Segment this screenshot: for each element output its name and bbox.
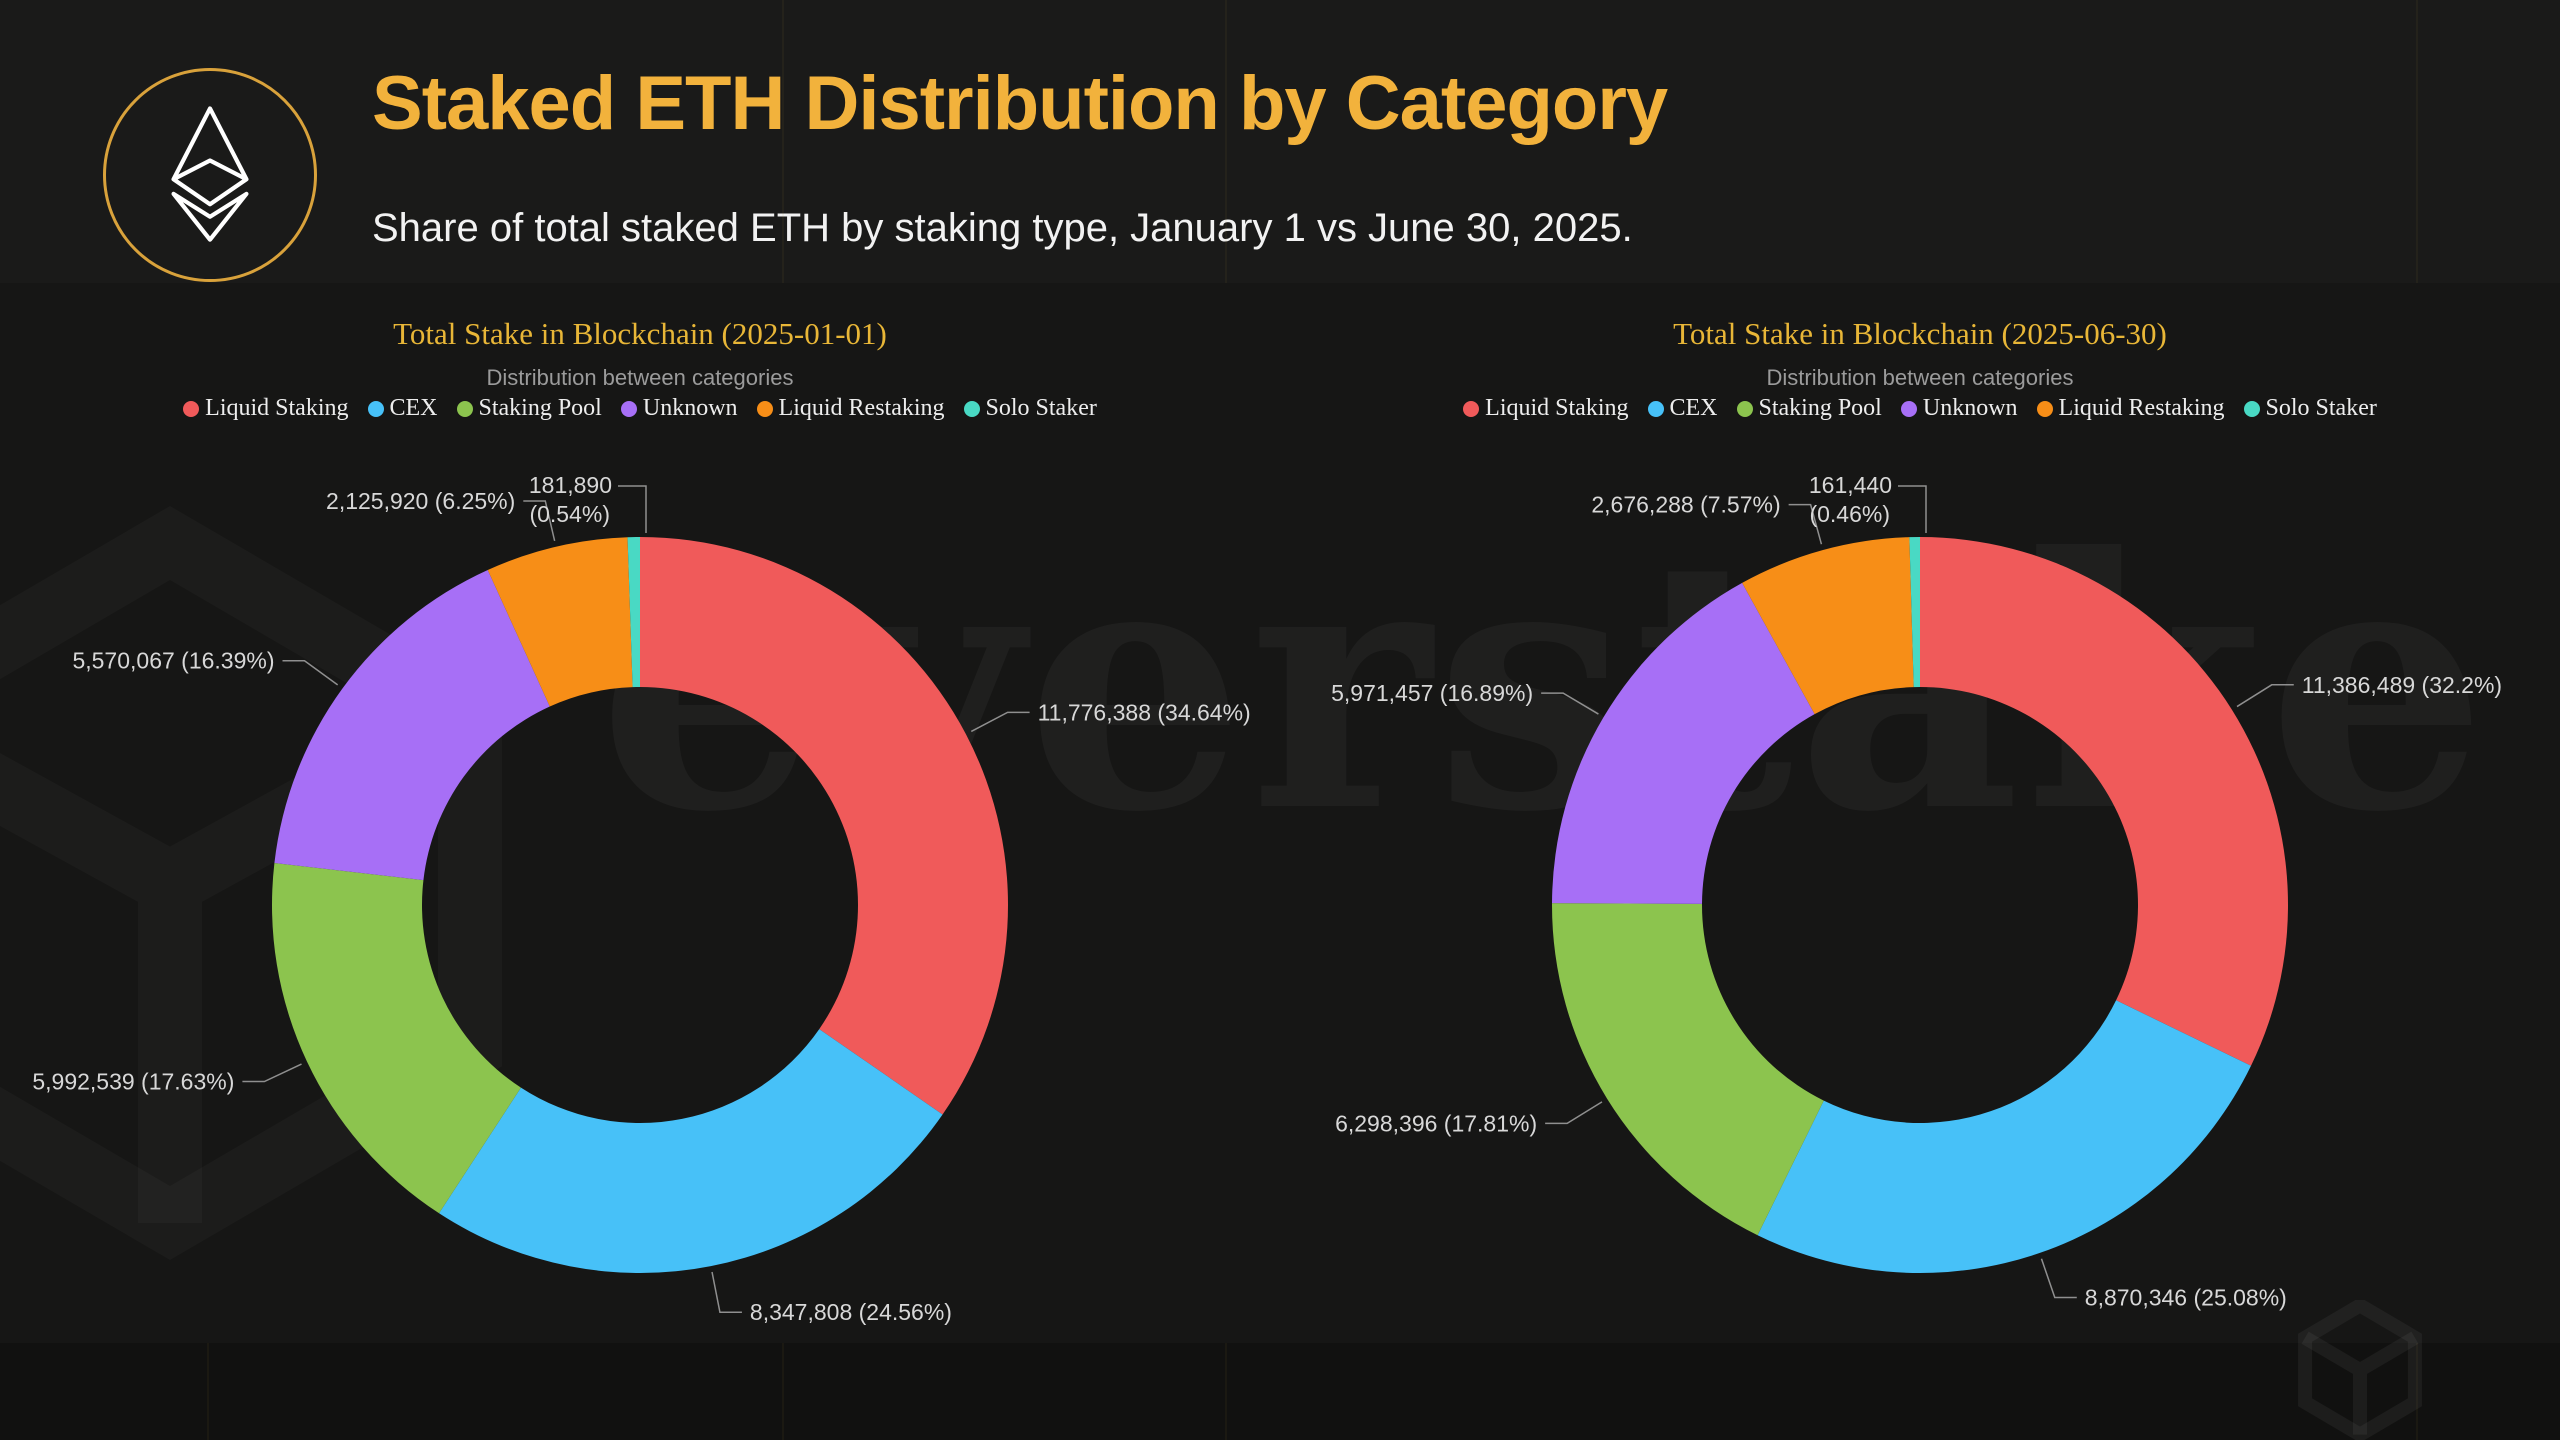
slice-label: 2,676,288 (7.57%) (1591, 492, 1780, 518)
legend-item-staking-pool[interactable]: Staking Pool (456, 395, 602, 422)
pie-slice-liquid-restaking[interactable] (487, 537, 633, 707)
leader-line (1788, 503, 1823, 545)
legend-item-solo-staker[interactable]: Solo Staker (963, 395, 1097, 422)
legend-swatch (1647, 400, 1664, 417)
legend-swatch (367, 400, 384, 417)
legend-item-unknown[interactable]: Unknown (1900, 395, 2018, 422)
leader-line (523, 500, 556, 542)
pie-slice-cex[interactable] (439, 1029, 943, 1273)
slice-label: 5,570,067 (16.39%) (72, 648, 274, 674)
chart-title: Total Stake in Blockchain (2025-06-30) (1673, 316, 2167, 351)
chart-title: Total Stake in Blockchain (2025-01-01) (393, 316, 887, 351)
chart-legend: Liquid Staking CEX Staking Pool Unknown Liqu… (0, 395, 1280, 422)
slice-label: 161,440 (1809, 472, 1892, 498)
legend-label: Liquid Staking (205, 395, 349, 421)
pie-slice-liquid-staking[interactable] (640, 537, 1009, 1115)
leader-line (1541, 692, 1599, 715)
legend-label: Liquid Staking (1485, 395, 1629, 421)
pie-slice-unknown[interactable] (274, 569, 550, 881)
leader-line (970, 711, 1030, 733)
legend-label: Staking Pool (1758, 395, 1882, 421)
leader-line (1545, 1101, 1603, 1125)
legend-label: Solo Staker (985, 395, 1097, 421)
legend-item-staking-pool[interactable]: Staking Pool (1736, 395, 1882, 422)
legend-item-unknown[interactable]: Unknown (620, 395, 738, 422)
pie-slice-staking-pool[interactable] (1552, 903, 1824, 1236)
slice-label: 6,298,396 (17.81%) (1335, 1110, 1537, 1136)
pie-slice-cex[interactable] (1757, 1000, 2252, 1273)
charts-row: everstake Total Stake in Blockchain (202… (0, 283, 2560, 1343)
header: Staked ETH Distribution by Category Shar… (0, 0, 2560, 283)
legend-item-liquid-restaking[interactable]: Liquid Restaking (2036, 395, 2225, 422)
grid-line (207, 1343, 209, 1440)
ethereum-icon (155, 98, 265, 253)
legend-swatch (183, 400, 200, 417)
legend-swatch (1736, 400, 1753, 417)
pie-slice-unknown[interactable] (1552, 582, 1815, 904)
pie-slice-solo-staker[interactable] (1909, 537, 1920, 688)
legend-label: Liquid Restaking (778, 395, 945, 421)
chart-subtitle: Distribution between categories (486, 365, 794, 390)
legend-label: CEX (389, 395, 438, 421)
pie-slice-solo-staker[interactable] (627, 537, 640, 688)
slice-label: (0.46%) (1809, 501, 1890, 527)
slice-label: 11,776,388 (34.64%) (1038, 699, 1251, 725)
slice-label: (0.54%) (529, 501, 610, 527)
leader-line (2040, 1258, 2077, 1299)
page-subtitle: Share of total staked ETH by staking typ… (372, 206, 1633, 250)
slice-label: 181,890 (529, 472, 612, 498)
page-title: Staked ETH Distribution by Category (372, 61, 1668, 146)
chart-subtitle: Distribution between categories (1766, 365, 2074, 390)
slice-label: 5,992,539 (17.63%) (32, 1069, 234, 1095)
legend-label: Solo Staker (2265, 395, 2377, 421)
pie-slice-staking-pool[interactable] (271, 862, 521, 1214)
legend-label: Unknown (642, 395, 738, 421)
legend-swatch (963, 400, 980, 417)
leader-line (282, 659, 339, 686)
slice-label: 5,971,457 (16.89%) (1331, 680, 1533, 706)
chart-panel-right: Total Stake in Blockchain (2025-06-30) D… (1280, 283, 2560, 1343)
slice-label: 8,347,808 (24.56%) (750, 1299, 952, 1325)
slice-label: 11,386,489 (32.2%) (2302, 672, 2502, 698)
leader-line (1898, 485, 1927, 533)
legend-item-cex[interactable]: CEX (1647, 395, 1718, 422)
leader-line (2236, 684, 2294, 708)
leader-line (711, 1271, 742, 1313)
legend-item-solo-staker[interactable]: Solo Staker (2243, 395, 2377, 422)
legend-swatch (620, 400, 637, 417)
slice-label: 8,870,346 (25.08%) (2085, 1285, 2287, 1311)
legend-swatch (1463, 400, 1480, 417)
chart-legend: Liquid Staking CEX Staking Pool Unknown Liqu… (1280, 395, 2560, 422)
legend-label: Staking Pool (478, 395, 602, 421)
legend-item-cex[interactable]: CEX (367, 395, 438, 422)
legend-item-liquid-staking[interactable]: Liquid Staking (183, 395, 349, 422)
legend-item-liquid-restaking[interactable]: Liquid Restaking (756, 395, 945, 422)
legend-label: Unknown (1922, 395, 2018, 421)
logo-badge (103, 68, 317, 282)
legend-label: Liquid Restaking (2058, 395, 2225, 421)
donut-chart-2025-01-01: 11,776,388 (34.64%) 8,347,808 (24.56%) 5,9… (32, 472, 1251, 1325)
legend-label: CEX (1669, 395, 1718, 421)
leader-line (242, 1063, 302, 1083)
legend-item-liquid-staking[interactable]: Liquid Staking (1463, 395, 1629, 422)
legend-swatch (1900, 400, 1917, 417)
slice-label: 2,125,920 (6.25%) (326, 488, 515, 514)
pie-slice-liquid-staking[interactable] (1920, 537, 2288, 1066)
donut-chart-2025-06-30: 11,386,489 (32.2%) 8,870,346 (25.08%) 6,29… (1331, 472, 2502, 1311)
legend-swatch (2036, 400, 2053, 417)
legend-swatch (2243, 400, 2260, 417)
legend-swatch (756, 400, 773, 417)
leader-line (618, 485, 647, 533)
legend-swatch (456, 400, 473, 417)
chart-panel-left: Total Stake in Blockchain (2025-01-01) D… (0, 283, 1280, 1343)
pie-slice-liquid-restaking[interactable] (1742, 537, 1914, 715)
